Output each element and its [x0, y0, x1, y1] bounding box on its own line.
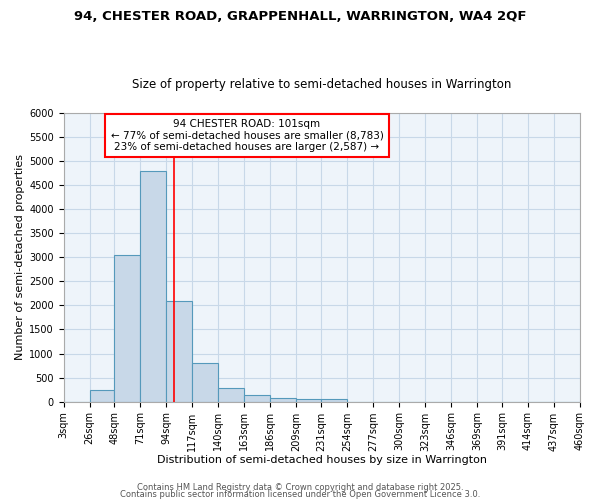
X-axis label: Distribution of semi-detached houses by size in Warrington: Distribution of semi-detached houses by …	[157, 455, 487, 465]
Y-axis label: Number of semi-detached properties: Number of semi-detached properties	[15, 154, 25, 360]
Text: 94, CHESTER ROAD, GRAPPENHALL, WARRINGTON, WA4 2QF: 94, CHESTER ROAD, GRAPPENHALL, WARRINGTO…	[74, 10, 526, 23]
Bar	[296, 399, 321, 402]
Bar	[140, 170, 166, 402]
Text: Contains HM Land Registry data © Crown copyright and database right 2025.: Contains HM Land Registry data © Crown c…	[137, 484, 463, 492]
Text: Contains public sector information licensed under the Open Government Licence 3.: Contains public sector information licen…	[120, 490, 480, 499]
Text: 94 CHESTER ROAD: 101sqm
← 77% of semi-detached houses are smaller (8,783)
23% of: 94 CHESTER ROAD: 101sqm ← 77% of semi-de…	[110, 119, 383, 152]
Bar	[89, 390, 115, 402]
Bar	[115, 255, 140, 402]
Title: Size of property relative to semi-detached houses in Warrington: Size of property relative to semi-detach…	[132, 78, 512, 91]
Bar	[193, 363, 218, 402]
Bar	[218, 388, 244, 402]
Bar	[271, 398, 296, 402]
Bar	[321, 399, 347, 402]
Bar	[166, 300, 193, 402]
Bar	[244, 396, 271, 402]
